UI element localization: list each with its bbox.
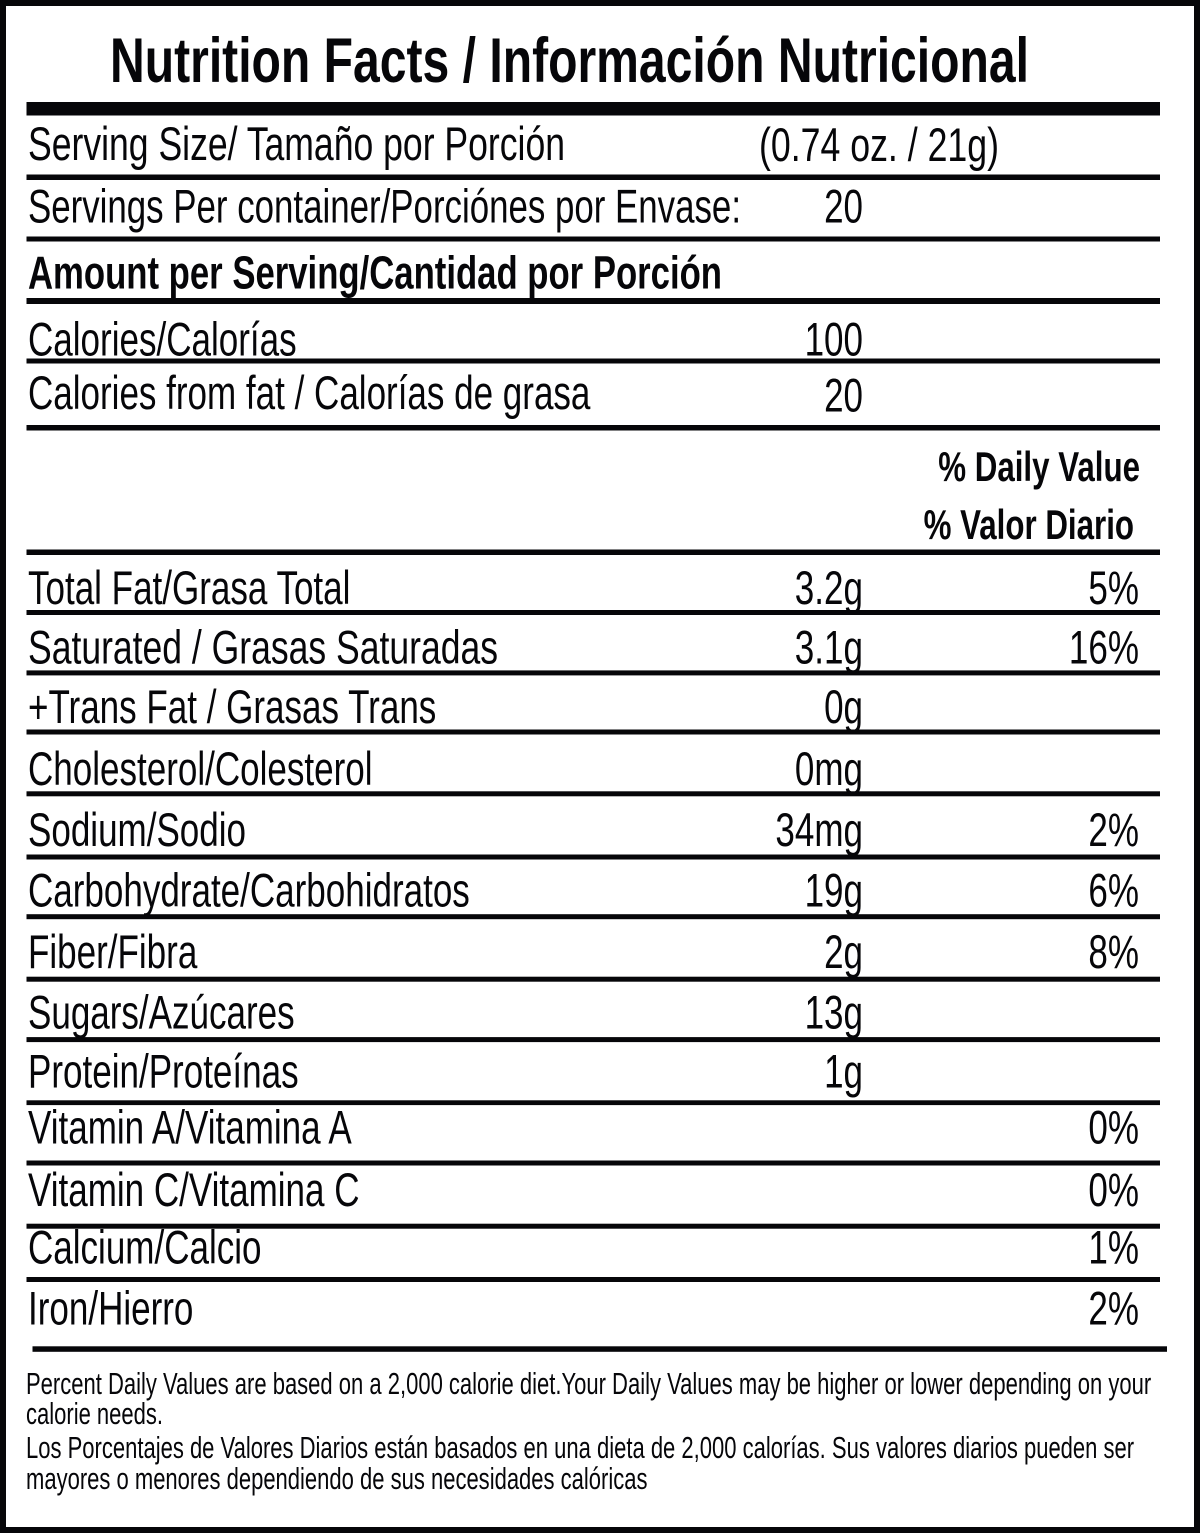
svg-text:Serving Size/ Tamaño por Porci: Serving Size/ Tamaño por Porción [28,117,565,170]
svg-text:Sugars/Azúcares: Sugars/Azúcares [28,986,295,1039]
svg-text:13g: 13g [805,986,863,1039]
svg-text:Fiber/Fibra: Fiber/Fibra [28,925,198,978]
svg-text:+Trans Fat / Grasas Trans: +Trans Fat / Grasas Trans [28,680,436,733]
svg-text:Vitamin A/Vitamina A: Vitamin A/Vitamina A [28,1101,352,1154]
svg-text:Total Fat/Grasa Total: Total Fat/Grasa Total [28,561,350,614]
svg-text:Saturated / Grasas Saturadas: Saturated / Grasas Saturadas [28,621,498,674]
svg-text:1%: 1% [1088,1221,1139,1274]
svg-text:calorie needs.: calorie needs. [26,1396,163,1431]
svg-text:Los Porcentajes de Valores Dia: Los Porcentajes de Valores Diarios están… [26,1430,1134,1465]
svg-text:2%: 2% [1088,803,1139,856]
svg-text:Calcium/Calcio: Calcium/Calcio [28,1221,262,1274]
svg-text:6%: 6% [1088,864,1139,917]
svg-text:% Valor Diario: % Valor Diario [924,501,1134,548]
svg-text:0g: 0g [824,680,863,733]
svg-text:0%: 0% [1088,1163,1139,1216]
svg-text:Percent Daily Values are based: Percent Daily Values are based on a 2,00… [26,1366,1151,1401]
svg-text:Calories from fat / Calorías d: Calories from fat / Calorías de grasa [28,366,591,419]
svg-text:2g: 2g [824,925,863,978]
svg-text:Sodium/Sodio: Sodium/Sodio [28,803,246,856]
svg-text:20: 20 [824,180,863,233]
svg-text:mayores o menores dependiendo: mayores o menores dependiendo de sus nec… [26,1461,648,1496]
svg-text:34mg: 34mg [775,803,863,856]
svg-text:0%: 0% [1088,1101,1139,1154]
svg-text:Calories/Calorías: Calories/Calorías [28,313,297,366]
svg-text:2%: 2% [1088,1281,1139,1334]
svg-text:Carbohydrate/Carbohidratos: Carbohydrate/Carbohidratos [28,864,470,917]
svg-text:(0.74 oz. / 21g): (0.74 oz. / 21g) [759,118,999,171]
svg-text:16%: 16% [1069,621,1139,674]
svg-text:% Daily Value: % Daily Value [938,443,1140,490]
svg-text:5%: 5% [1088,561,1139,614]
svg-text:0mg: 0mg [795,742,863,795]
svg-text:Amount per Serving/Cantidad po: Amount per Serving/Cantidad por Porción [28,247,722,299]
svg-text:Nutrition Facts / Información: Nutrition Facts / Información Nutriciona… [110,26,1029,96]
svg-text:Vitamin C/Vitamina C: Vitamin C/Vitamina C [28,1163,360,1216]
svg-text:1g: 1g [824,1045,863,1098]
svg-text:3.2g: 3.2g [795,561,863,614]
svg-text:8%: 8% [1088,925,1139,978]
svg-text:100: 100 [805,313,863,366]
svg-text:Protein/Proteínas: Protein/Proteínas [28,1045,299,1098]
svg-text:19g: 19g [805,864,863,917]
svg-text:Servings Per container/Porción: Servings Per container/Porciónes por Env… [28,180,741,233]
svg-text:20: 20 [824,369,863,422]
svg-text:Iron/Hierro: Iron/Hierro [28,1281,193,1334]
svg-text:Cholesterol/Colesterol: Cholesterol/Colesterol [28,742,373,795]
svg-text:3.1g: 3.1g [795,621,863,674]
